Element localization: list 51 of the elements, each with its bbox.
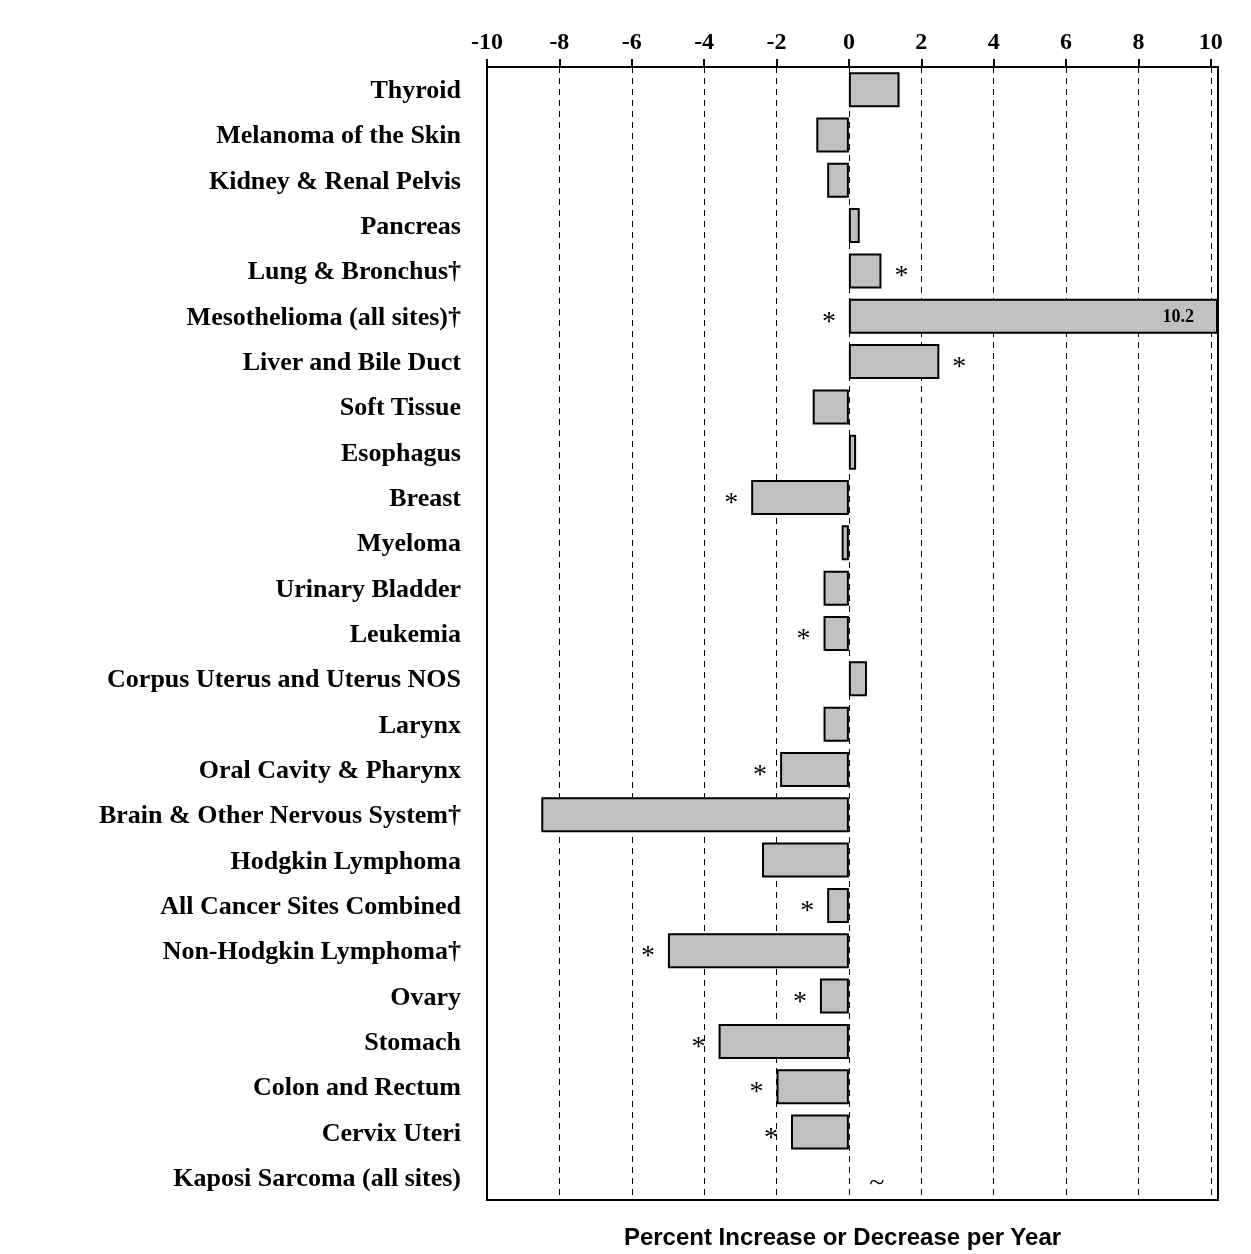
- text: ~: [869, 1165, 885, 1197]
- y-tick-label: Breast: [389, 483, 462, 513]
- y-tick-label: All Cancer Sites Combined: [160, 890, 462, 920]
- annotation: *: [691, 1029, 706, 1061]
- annotation: *: [753, 757, 768, 789]
- y-tick-label: Cervix Uteri: [321, 1117, 461, 1147]
- y-tick-label: Kidney & Renal Pelvis: [208, 165, 461, 195]
- annotation: *: [724, 486, 739, 518]
- y-tick-label: Melanoma of the Skin: [216, 120, 462, 150]
- y-tick-label: Hodgkin Lymphoma: [230, 845, 461, 875]
- x-tick-label: 8: [1132, 28, 1145, 54]
- x-tick-label: -8: [549, 28, 570, 54]
- y-tick-label: Non-Hodgkin Lymphoma†: [162, 936, 461, 966]
- y-tick-label: Thyroid: [370, 75, 462, 105]
- y-tick-label: Stomach: [364, 1026, 462, 1056]
- y-tick-label: Mesothelioma (all sites)†: [186, 301, 461, 331]
- y-tick-label: Oral Cavity & Pharynx: [198, 754, 461, 784]
- y-tick-label: Liver and Bile Duct: [242, 347, 462, 377]
- annotation: *: [952, 350, 967, 382]
- x-tick-label: 10: [1198, 28, 1223, 54]
- x-tick-label: 2: [915, 28, 928, 54]
- y-tick-label: Colon and Rectum: [252, 1072, 462, 1102]
- x-tick-label: -2: [766, 28, 787, 54]
- y-tick-label: Urinary Bladder: [275, 573, 461, 603]
- annotation: *: [796, 622, 811, 653]
- x-tick-label: -6: [621, 28, 642, 54]
- annotation: *: [792, 984, 807, 1016]
- x-tick-label: 4: [987, 28, 1000, 54]
- annotation: *: [821, 304, 836, 336]
- data-label: 10.2: [1162, 306, 1194, 327]
- annotation: *: [640, 939, 655, 971]
- y-tick-label: Corpus Uterus and Uterus NOS: [107, 664, 461, 694]
- y-tick-label: Brain & Other Nervous System†: [98, 800, 461, 830]
- x-tick-label: 0: [842, 28, 855, 54]
- y-tick-label: Kaposi Sarcoma (all sites): [173, 1162, 461, 1192]
- y-tick-label: Pancreas: [360, 211, 461, 241]
- x-tick-label: -4: [694, 28, 715, 54]
- x-tick-label: 6: [1060, 28, 1073, 54]
- annotation: *: [894, 259, 909, 291]
- y-tick-label: Soft Tissue: [339, 392, 461, 422]
- annotation: *: [763, 1120, 778, 1152]
- annotation: *: [800, 893, 815, 925]
- x-axis-title: Percent Increase or Decrease per Year: [623, 1222, 1062, 1250]
- y-tick-label: Leukemia: [349, 619, 461, 648]
- x-tick-label: -10: [471, 28, 503, 54]
- y-tick-label: Ovary: [390, 981, 461, 1011]
- y-tick-label: Myeloma: [357, 528, 461, 558]
- y-tick-label: Larynx: [378, 709, 461, 739]
- annotation: *: [749, 1075, 764, 1107]
- y-tick-label: Esophagus: [341, 437, 461, 467]
- y-tick-label: Lung & Bronchus†: [247, 256, 461, 286]
